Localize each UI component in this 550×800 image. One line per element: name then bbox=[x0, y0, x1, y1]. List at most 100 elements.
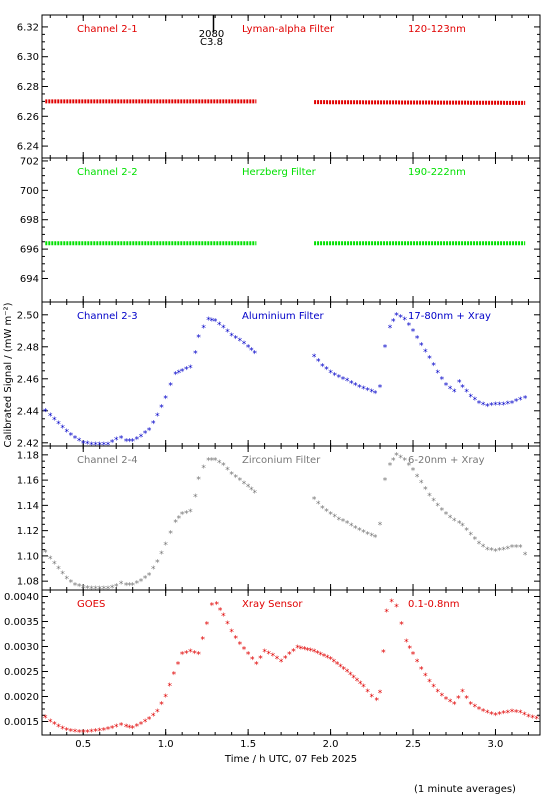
data-point: * bbox=[407, 322, 412, 332]
panel-label: GOES bbox=[77, 599, 105, 610]
data-point: * bbox=[114, 436, 119, 446]
data-point: * bbox=[460, 688, 465, 698]
data-point: * bbox=[234, 634, 239, 644]
data-point: * bbox=[77, 728, 82, 738]
panel-2: 694 696 698 700 702 Channel 2-2 Herzberg Filte… bbox=[20, 156, 541, 303]
data-point: * bbox=[457, 379, 462, 389]
data-point: * bbox=[448, 514, 453, 524]
data-point: * bbox=[69, 431, 74, 441]
data-point: * bbox=[388, 324, 393, 334]
data-point: * bbox=[407, 644, 412, 654]
y-tick-label: 698 bbox=[20, 215, 39, 226]
data-point: * bbox=[177, 515, 182, 525]
data-point: * bbox=[81, 439, 86, 449]
data-point: * bbox=[48, 555, 53, 565]
data-point: * bbox=[365, 688, 370, 698]
x-tick-label: 1.0 bbox=[158, 739, 174, 750]
data-point: * bbox=[155, 708, 160, 718]
x-tick-label: 1.5 bbox=[240, 739, 256, 750]
data-point: * bbox=[501, 401, 506, 411]
data-point: * bbox=[312, 496, 317, 506]
data-point: * bbox=[415, 473, 420, 483]
data-point: * bbox=[225, 328, 230, 338]
data-point: * bbox=[361, 385, 366, 395]
data-point: * bbox=[485, 546, 490, 556]
data-point: * bbox=[388, 461, 393, 471]
y-tick-label: 702 bbox=[20, 156, 39, 167]
data-point: * bbox=[452, 388, 457, 398]
data-point: * bbox=[77, 437, 82, 447]
data-point: * bbox=[394, 311, 399, 321]
data-point: * bbox=[56, 723, 61, 733]
y-tick-label: 6.28 bbox=[17, 82, 39, 93]
data-point: * bbox=[391, 456, 396, 466]
data-point: * bbox=[378, 521, 383, 531]
data-point: * bbox=[523, 395, 528, 405]
data-point: * bbox=[315, 650, 320, 660]
data-point: * bbox=[518, 709, 523, 719]
panel-1: 6.24 6.26 6.28 6.30 6.32 Channel 2-1 Lyman-alp… bbox=[17, 14, 541, 159]
data-point: * bbox=[309, 647, 314, 657]
data-point: * bbox=[168, 382, 173, 392]
data-point: * bbox=[193, 350, 198, 360]
data-point: * bbox=[85, 440, 90, 450]
data-point: * bbox=[403, 316, 408, 326]
data-point: * bbox=[316, 358, 321, 368]
data-point: * bbox=[411, 467, 416, 477]
data-point: * bbox=[177, 369, 182, 379]
data-point: * bbox=[332, 371, 337, 381]
data-point: * bbox=[452, 517, 457, 527]
data-point: * bbox=[477, 540, 482, 550]
data-point: * bbox=[234, 473, 239, 483]
data-point: * bbox=[192, 649, 197, 659]
data-point: * bbox=[110, 724, 115, 734]
data-point: * bbox=[530, 714, 535, 724]
data-point: * bbox=[477, 706, 482, 716]
data-point: * bbox=[201, 324, 206, 334]
y-tick-label: 1.18 bbox=[17, 450, 39, 461]
data-point: * bbox=[497, 547, 502, 557]
data-point: * bbox=[370, 693, 375, 703]
data-point: * bbox=[135, 435, 140, 445]
data-point: * bbox=[431, 497, 436, 507]
data-point: * bbox=[73, 581, 78, 591]
data-point: * bbox=[497, 711, 502, 721]
flare-marker: 2080 C3.8 bbox=[199, 15, 224, 48]
data-point: * bbox=[201, 464, 206, 474]
data-point: * bbox=[398, 454, 403, 464]
data-point: * bbox=[124, 723, 129, 733]
data-point: * bbox=[440, 375, 445, 385]
data-point: * bbox=[119, 722, 124, 732]
data-point: * bbox=[348, 671, 353, 681]
data-point: * bbox=[205, 621, 210, 631]
panel-label: 17-80nm + Xray bbox=[408, 311, 491, 322]
x-tick-label: 2.5 bbox=[405, 739, 421, 750]
data-point: * bbox=[252, 350, 257, 360]
data-point: * bbox=[275, 655, 280, 665]
data-point: * bbox=[159, 403, 164, 413]
data-point: * bbox=[193, 493, 198, 503]
data-point: * bbox=[324, 366, 329, 376]
data-point: * bbox=[423, 672, 428, 682]
data-point: * bbox=[151, 712, 156, 722]
data-point: * bbox=[56, 565, 61, 575]
x-axis-label: Time / h UTC, 07 Feb 2025 bbox=[224, 754, 357, 765]
averaging-footnote: (1 minute averages) bbox=[414, 784, 516, 795]
data-point: * bbox=[373, 390, 378, 400]
data-point: * bbox=[510, 708, 515, 718]
data-point: * bbox=[238, 477, 243, 487]
data-point: * bbox=[139, 721, 144, 731]
panel-4: 1.08 1.10 1.12 1.14 1.16 1.18 Channel 2-4 Zirco… bbox=[17, 445, 541, 595]
data-point: * bbox=[324, 508, 329, 518]
panel-frame bbox=[41, 301, 541, 447]
data-point: * bbox=[119, 435, 124, 445]
data-point: * bbox=[320, 363, 325, 373]
data-point: * bbox=[427, 355, 432, 365]
y-tick-label: 6.30 bbox=[17, 52, 39, 63]
data-point: * bbox=[81, 584, 86, 594]
data-point: * bbox=[93, 728, 98, 738]
y-tick-label: 694 bbox=[20, 274, 39, 285]
panel-label: Xray Sensor bbox=[242, 599, 303, 610]
data-point: * bbox=[337, 374, 342, 384]
